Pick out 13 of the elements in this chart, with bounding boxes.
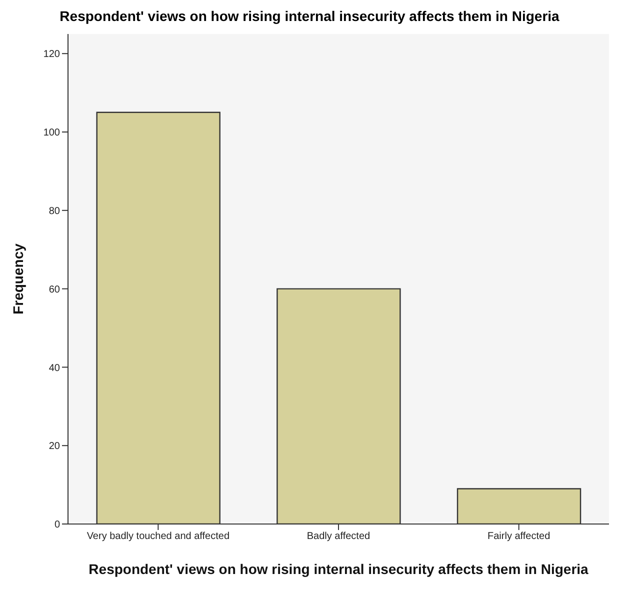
y-tick-label: 100	[43, 128, 60, 139]
y-tick-label: 40	[48, 362, 60, 374]
y-axis-title: Frequency	[10, 243, 26, 314]
y-tick-label: 0	[54, 520, 60, 531]
y-tick-label: 20	[48, 441, 60, 452]
x-tick-label: Very badly touched and affected	[86, 531, 230, 542]
y-tick-label: 60	[48, 284, 60, 296]
chart-title: Respondent' views on how rising internal insecurity affects them in Nigeria	[58, 8, 560, 24]
x-tick-label: Badly affected	[306, 531, 370, 542]
x-axis-title: Respondent' views on how rising internal insecurity affects them in Nigeria	[88, 560, 589, 577]
y-tick-label: 120	[43, 49, 60, 60]
y-tick-label: 80	[48, 206, 60, 217]
x-tick-label: Fairly affected	[488, 531, 550, 542]
